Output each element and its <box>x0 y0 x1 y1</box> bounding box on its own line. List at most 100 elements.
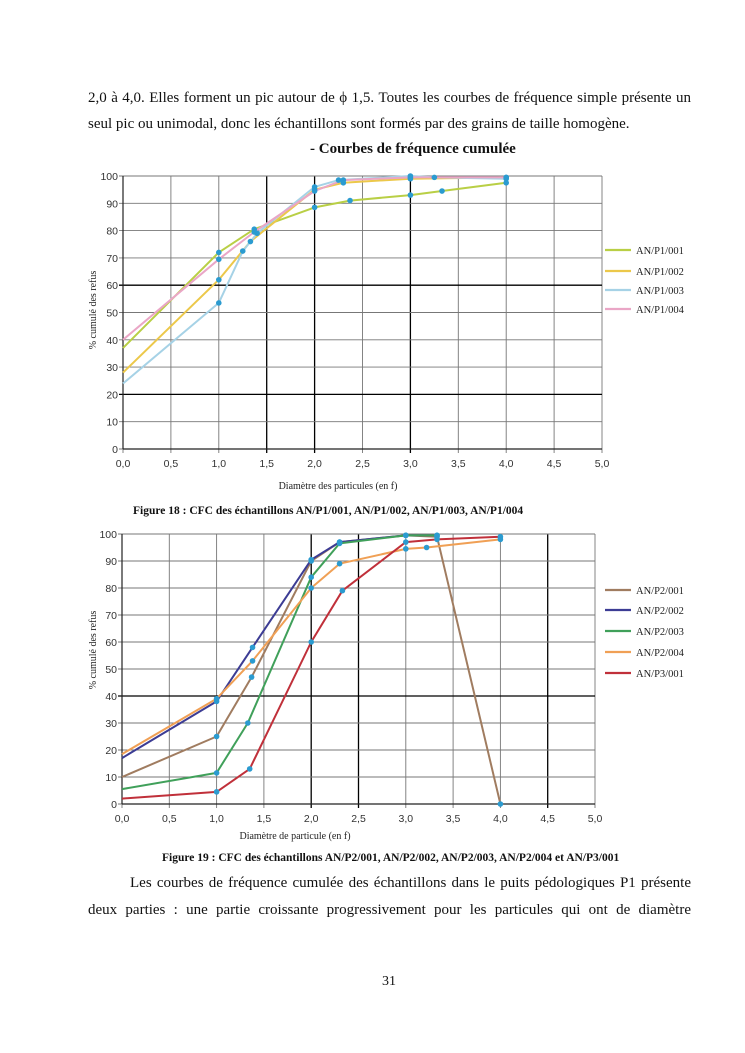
legend-label: AN/P1/001 <box>636 246 684 257</box>
data-point <box>216 300 222 306</box>
y-tick-label: 20 <box>105 745 117 757</box>
x-tick-label: 1,5 <box>257 813 272 825</box>
data-point <box>503 180 510 186</box>
data-point <box>336 560 343 567</box>
x-tick-label: 0,0 <box>115 813 130 825</box>
y-tick-label: 50 <box>105 664 117 676</box>
x-tick-label: 3,5 <box>446 813 461 825</box>
data-point <box>239 248 246 254</box>
paragraph-top-line-2: seul pic ou unimodal, donc les échantill… <box>88 116 630 132</box>
y-tick-label: 30 <box>105 718 117 730</box>
data-point <box>407 192 414 198</box>
data-point <box>311 204 318 211</box>
x-tick-label: 1,5 <box>259 458 274 470</box>
paragraph-bottom-line-1: Les courbes de fréquence cumulée des éch… <box>130 875 691 891</box>
data-point <box>248 674 255 680</box>
x-tick-label: 4,0 <box>493 813 508 825</box>
data-point <box>497 801 504 807</box>
figure-18-chart: 0,0 0,5 1,0 1,5 2,0 2,5 3,0 3,5 4,0 4,5 5,0 0 10 20 30… <box>88 171 685 492</box>
x-tick-label: 0,5 <box>162 813 177 825</box>
data-point <box>407 174 414 181</box>
x-axis-title: Diamètre de particule (en f) <box>239 831 350 842</box>
data-point <box>431 174 438 181</box>
x-tick-label: 4,5 <box>547 458 562 470</box>
y-tick-label: 60 <box>105 637 117 649</box>
legend-label: AN/P1/004 <box>636 305 685 316</box>
x-tick-label: 4,5 <box>540 813 555 825</box>
x-tick-label: 4,0 <box>499 458 514 470</box>
series-line-an-p3-001 <box>121 535 501 800</box>
data-point <box>216 276 222 283</box>
data-point <box>213 789 220 795</box>
x-tick-label: 2,0 <box>307 458 322 470</box>
series-line-an-p1-001 <box>122 181 507 349</box>
data-point <box>423 544 430 551</box>
data-point <box>339 587 346 594</box>
data-point <box>439 188 445 194</box>
y-tick-label: 100 <box>99 529 117 541</box>
data-point <box>403 539 409 545</box>
data-point <box>213 770 220 776</box>
legend-label: AN/P1/002 <box>636 267 684 278</box>
data-point <box>434 536 440 543</box>
legend-label: AN/P2/001 <box>636 586 684 597</box>
figure-19-caption: Figure 19 : CFC des échantillons AN/P2/0… <box>162 852 620 864</box>
data-point <box>246 766 253 772</box>
figure-19-chart: 0,0 0,5 1,0 1,5 2,0 2,5 3,0 3,5 4,0 4,5 5,0 0 10 20 30… <box>88 529 685 842</box>
data-point <box>247 238 254 245</box>
x-tick-label: 0,5 <box>164 458 179 470</box>
y-tick-label: 70 <box>105 610 117 622</box>
x-tick-label: 2,0 <box>304 813 319 825</box>
y-tick-label: 40 <box>106 335 118 347</box>
x-tick-label: 0,0 <box>116 458 131 470</box>
legend-label: AN/P2/002 <box>636 606 684 617</box>
data-point <box>347 197 353 204</box>
x-tick-label: 5,0 <box>595 458 610 470</box>
y-tick-label: 100 <box>100 171 118 183</box>
x-tick-label: 3,5 <box>451 458 466 470</box>
paragraph-bottom-line-2: deux parties : une partie croissante pro… <box>88 902 691 918</box>
y-axis-title: % cumulé des refus <box>88 611 99 690</box>
data-point <box>311 188 318 194</box>
legend-label: AN/P2/004 <box>636 648 685 659</box>
data-point <box>213 695 220 702</box>
x-tick-label: 1,0 <box>211 458 226 470</box>
data-point <box>311 184 318 190</box>
y-tick-label: 10 <box>105 772 117 784</box>
y-tick-label: 30 <box>106 362 118 374</box>
data-point <box>340 177 347 183</box>
data-point <box>216 256 222 263</box>
data-point <box>308 585 314 591</box>
y-tick-label: 50 <box>106 308 118 320</box>
series-line-an-p2-004 <box>121 538 501 755</box>
x-tick-label: 1,0 <box>209 813 224 825</box>
paragraph-top-line-1: 2,0 à 4,0. Elles forment un pic autour d… <box>88 90 691 106</box>
y-tick-label: 60 <box>106 280 118 292</box>
data-point <box>434 532 440 539</box>
data-point <box>308 556 314 563</box>
y-tick-label: 80 <box>105 583 117 595</box>
legend-label: AN/P3/001 <box>636 669 684 680</box>
x-tick-label: 2,5 <box>351 813 366 825</box>
legend-label: AN/P2/003 <box>636 627 684 638</box>
data-point <box>403 532 409 539</box>
section-heading: - Courbes de fréquence cumulée <box>310 141 516 157</box>
data-point <box>503 174 510 181</box>
data-point <box>497 533 504 540</box>
y-tick-label: 20 <box>106 389 118 401</box>
y-tick-label: 80 <box>106 226 118 238</box>
data-point <box>249 658 256 664</box>
data-point <box>249 644 256 651</box>
data-point <box>308 639 314 645</box>
y-tick-label: 0 <box>112 444 118 456</box>
data-point <box>213 733 220 740</box>
legend-label: AN/P1/003 <box>636 286 684 297</box>
y-tick-label: 10 <box>106 417 118 429</box>
x-tick-label: 2,5 <box>355 458 370 470</box>
data-point <box>251 229 258 235</box>
data-point <box>335 177 342 183</box>
y-tick-label: 0 <box>111 799 117 811</box>
y-tick-label: 90 <box>106 198 118 210</box>
page-number: 31 <box>382 974 396 989</box>
y-tick-label: 90 <box>105 556 117 568</box>
